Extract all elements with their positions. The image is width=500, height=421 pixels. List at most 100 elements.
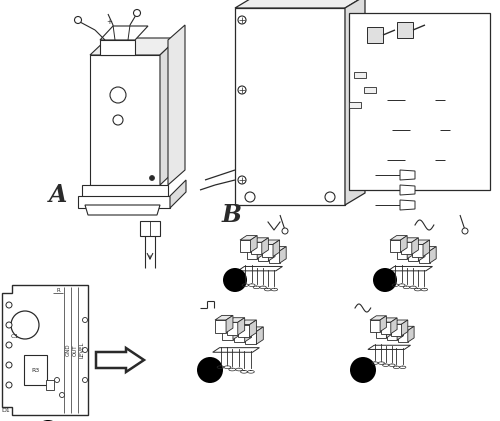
Polygon shape xyxy=(390,240,400,252)
Polygon shape xyxy=(418,245,425,261)
Circle shape xyxy=(197,357,223,383)
Circle shape xyxy=(82,378,87,383)
Text: D1: D1 xyxy=(2,408,11,413)
Text: B: B xyxy=(222,203,242,227)
Polygon shape xyxy=(238,266,282,271)
Circle shape xyxy=(6,342,12,348)
Polygon shape xyxy=(2,285,88,415)
Polygon shape xyxy=(386,322,392,338)
Circle shape xyxy=(462,228,468,234)
Polygon shape xyxy=(100,40,135,55)
Circle shape xyxy=(238,176,246,184)
Circle shape xyxy=(350,357,376,383)
Text: GND: GND xyxy=(66,344,70,356)
Polygon shape xyxy=(269,247,286,251)
Polygon shape xyxy=(246,327,264,331)
Circle shape xyxy=(82,317,87,322)
Circle shape xyxy=(6,322,12,328)
Polygon shape xyxy=(280,247,286,263)
Polygon shape xyxy=(46,380,54,390)
Polygon shape xyxy=(400,185,415,195)
Polygon shape xyxy=(246,242,264,247)
Polygon shape xyxy=(376,326,386,338)
Polygon shape xyxy=(349,102,361,108)
Polygon shape xyxy=(419,251,430,263)
Polygon shape xyxy=(408,249,418,261)
Text: LEVEL: LEVEL xyxy=(80,342,84,358)
Polygon shape xyxy=(258,245,275,249)
Polygon shape xyxy=(238,320,256,325)
Polygon shape xyxy=(90,55,160,185)
Circle shape xyxy=(54,378,60,383)
Polygon shape xyxy=(397,324,404,340)
Circle shape xyxy=(82,347,87,352)
Polygon shape xyxy=(397,22,413,38)
Polygon shape xyxy=(222,327,233,340)
Circle shape xyxy=(35,420,61,421)
Circle shape xyxy=(238,86,246,94)
Text: R3: R3 xyxy=(31,368,39,373)
Circle shape xyxy=(325,192,335,202)
Polygon shape xyxy=(390,236,407,240)
Polygon shape xyxy=(233,322,240,340)
Polygon shape xyxy=(226,318,244,322)
Polygon shape xyxy=(367,27,383,43)
Polygon shape xyxy=(262,240,280,245)
Polygon shape xyxy=(376,322,392,326)
Polygon shape xyxy=(160,38,178,185)
Polygon shape xyxy=(251,238,268,242)
Polygon shape xyxy=(401,242,412,254)
Polygon shape xyxy=(212,348,260,352)
Polygon shape xyxy=(238,318,244,335)
Polygon shape xyxy=(85,205,160,215)
Polygon shape xyxy=(235,8,345,205)
Text: OUT: OUT xyxy=(72,344,78,356)
Ellipse shape xyxy=(405,93,435,107)
Polygon shape xyxy=(368,345,410,349)
Polygon shape xyxy=(240,240,250,252)
Polygon shape xyxy=(370,316,386,320)
Polygon shape xyxy=(400,170,415,180)
Polygon shape xyxy=(423,240,430,256)
Circle shape xyxy=(238,16,246,24)
Polygon shape xyxy=(392,320,408,324)
Polygon shape xyxy=(349,13,490,190)
Circle shape xyxy=(60,392,64,397)
Polygon shape xyxy=(273,240,280,256)
Polygon shape xyxy=(268,245,275,261)
Polygon shape xyxy=(140,221,160,236)
Polygon shape xyxy=(407,242,414,259)
Polygon shape xyxy=(100,26,148,40)
Text: C1: C1 xyxy=(11,335,19,339)
Polygon shape xyxy=(226,315,233,333)
Polygon shape xyxy=(226,322,238,335)
Polygon shape xyxy=(398,326,414,330)
Polygon shape xyxy=(257,242,264,259)
Polygon shape xyxy=(82,185,168,200)
Circle shape xyxy=(113,115,123,125)
Polygon shape xyxy=(400,200,415,210)
Polygon shape xyxy=(419,247,436,251)
Polygon shape xyxy=(380,318,397,322)
Polygon shape xyxy=(380,316,386,332)
Polygon shape xyxy=(398,330,408,342)
Polygon shape xyxy=(412,245,423,256)
Polygon shape xyxy=(78,196,170,208)
Polygon shape xyxy=(244,325,252,342)
Ellipse shape xyxy=(410,123,440,138)
Polygon shape xyxy=(387,324,404,328)
Ellipse shape xyxy=(405,152,435,168)
Circle shape xyxy=(6,382,12,388)
Polygon shape xyxy=(234,325,252,329)
Circle shape xyxy=(223,268,247,292)
Polygon shape xyxy=(246,331,256,344)
Polygon shape xyxy=(412,240,430,245)
Circle shape xyxy=(6,302,12,308)
Polygon shape xyxy=(380,322,391,334)
Text: A: A xyxy=(49,183,67,207)
Polygon shape xyxy=(235,0,365,8)
Polygon shape xyxy=(90,38,178,55)
Polygon shape xyxy=(354,72,366,78)
Polygon shape xyxy=(250,320,256,337)
Polygon shape xyxy=(391,318,397,334)
